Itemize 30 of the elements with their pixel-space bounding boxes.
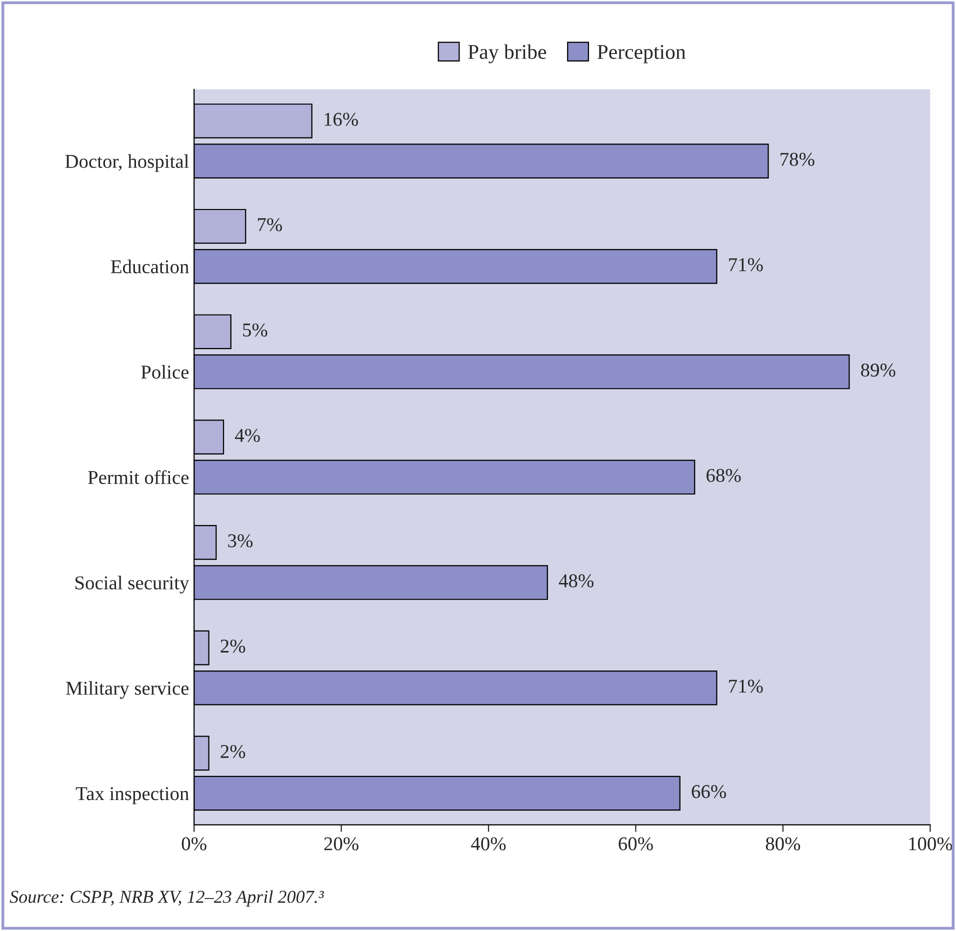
y-tick-label: Doctor, hospital xyxy=(65,154,189,172)
x-tick-label: 60% xyxy=(618,837,653,850)
data-label: 78% xyxy=(780,152,814,166)
data-label: 68% xyxy=(706,468,741,482)
legend-label: Perception xyxy=(597,44,686,64)
x-tick-label: 40% xyxy=(471,837,506,850)
data-label: 2% xyxy=(220,640,246,653)
y-tick-label: Education xyxy=(110,260,189,274)
data-label: 71% xyxy=(729,680,763,693)
x-tick-label: 0% xyxy=(182,837,206,850)
legend-label: Pay bribe xyxy=(468,44,546,64)
data-label: 66% xyxy=(692,785,726,798)
data-label: 5% xyxy=(243,323,268,337)
data-label: 2% xyxy=(220,744,246,758)
x-tick-label: 20% xyxy=(324,837,358,850)
data-label: 89% xyxy=(861,364,896,377)
y-tick-label: Police xyxy=(141,365,189,379)
y-tick-label: Social security xyxy=(75,576,190,594)
data-label: 4% xyxy=(235,428,260,442)
source-note: Source: CSPP, NRB XV, 12–23 April 2007.³ xyxy=(10,890,324,907)
data-label: 71% xyxy=(729,258,763,272)
x-tick-label: 100% xyxy=(909,837,952,850)
data-label: 16% xyxy=(324,112,358,126)
data-label: 3% xyxy=(228,534,253,548)
y-tick-label: Permit office xyxy=(88,470,189,484)
y-tick-label: Military service xyxy=(66,681,189,699)
data-label: 48% xyxy=(558,574,594,588)
data-label: 7% xyxy=(258,218,282,232)
y-tick-label: Tax inspection xyxy=(76,787,189,804)
x-tick-label: 80% xyxy=(766,837,800,850)
